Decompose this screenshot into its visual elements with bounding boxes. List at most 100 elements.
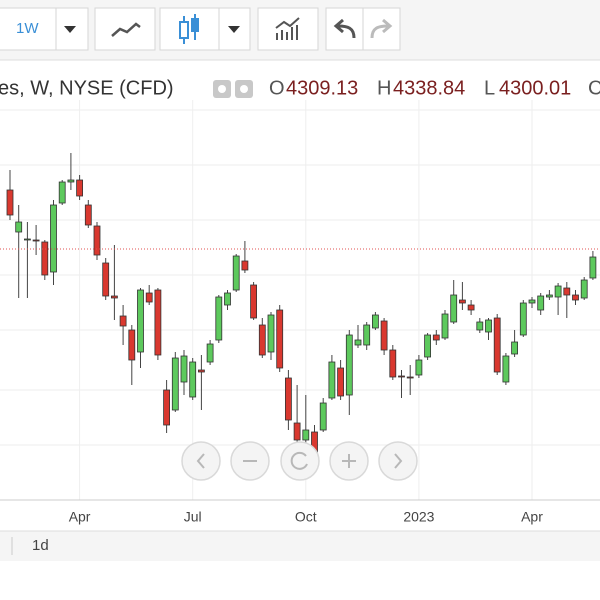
candle-body xyxy=(589,256,597,279)
candle-body xyxy=(519,302,527,336)
candle-body xyxy=(450,294,458,323)
interval-label: 1W xyxy=(16,20,39,37)
candle-body xyxy=(389,349,397,378)
footer-bar xyxy=(0,531,600,561)
high-value: 4338.84 xyxy=(393,77,465,99)
candle-body xyxy=(345,334,353,396)
high-label: H xyxy=(377,77,391,99)
candle-body xyxy=(23,238,31,241)
candle-body xyxy=(137,289,144,353)
eye-icon-pupil xyxy=(218,85,226,93)
symbol: es, W, NYSE (CFD) xyxy=(0,77,174,99)
x-tick-label: Oct xyxy=(295,509,317,525)
candle-body xyxy=(511,341,519,355)
candle-body xyxy=(458,299,466,304)
candle-body xyxy=(67,179,75,183)
indicators-button[interactable] xyxy=(257,7,319,51)
candle-body xyxy=(398,375,405,378)
candle-body xyxy=(354,339,362,346)
candle-body xyxy=(224,292,231,306)
candle-body xyxy=(302,429,310,441)
candle-body xyxy=(432,334,440,341)
candle-body xyxy=(485,319,492,333)
candle-body xyxy=(50,204,57,273)
dropdown-arrow[interactable] xyxy=(228,26,240,33)
candle-icon xyxy=(179,14,199,44)
x-tick-label: Apr xyxy=(69,509,91,525)
candle-body xyxy=(15,221,23,233)
open-value: 4309.13 xyxy=(286,77,358,99)
candle-body xyxy=(424,334,432,358)
candle-body xyxy=(111,295,118,299)
candle-body xyxy=(232,255,240,291)
candle-body xyxy=(84,204,92,226)
candle-body xyxy=(580,279,588,299)
candle-body xyxy=(572,294,579,301)
candle-body xyxy=(250,284,258,319)
candle-body xyxy=(563,287,571,296)
candle-body xyxy=(380,320,388,351)
candle-body xyxy=(119,315,127,327)
candle-body xyxy=(267,314,275,353)
candle-body xyxy=(128,329,136,361)
candle-body xyxy=(258,324,266,356)
candle-body xyxy=(502,355,510,383)
candle-body xyxy=(554,285,562,298)
candle-body xyxy=(206,343,214,363)
candle-body xyxy=(58,181,66,204)
low-value: 4300.01 xyxy=(499,77,571,99)
candle-body xyxy=(284,377,292,421)
line-style-button[interactable] xyxy=(94,7,156,51)
redo-icon[interactable] xyxy=(370,18,393,39)
candle-body xyxy=(371,314,379,329)
scroll-right-button[interactable] xyxy=(378,441,418,481)
candle-body xyxy=(276,309,284,369)
footer-interval[interactable]: 1d xyxy=(32,537,49,554)
nav-buttons xyxy=(181,441,418,481)
grid xyxy=(0,109,600,446)
undo-icon[interactable] xyxy=(333,18,356,39)
x-tick-label: 2023 xyxy=(403,509,434,525)
candle-body xyxy=(293,422,301,441)
candle-body xyxy=(467,304,475,311)
candle-body xyxy=(154,289,162,356)
candle-body xyxy=(102,262,110,297)
candle-body xyxy=(93,225,101,256)
candle-body xyxy=(337,367,345,397)
candle-body xyxy=(163,389,171,426)
candle-body xyxy=(215,296,223,341)
candle-body xyxy=(546,294,553,298)
candle-body xyxy=(328,361,336,399)
candle-body xyxy=(476,321,484,331)
candle-body xyxy=(406,376,414,379)
scroll-left-button[interactable] xyxy=(181,441,221,481)
x-tick-label: Apr xyxy=(521,509,543,525)
candle-body xyxy=(363,324,371,346)
reset-button[interactable] xyxy=(280,441,320,481)
candle-body xyxy=(189,361,197,398)
dropdown-arrow[interactable] xyxy=(64,26,76,33)
candle-body xyxy=(145,292,153,303)
candle-body xyxy=(528,299,536,304)
x-tick-label: Jul xyxy=(184,509,202,525)
candle-body xyxy=(241,260,249,271)
open-label: O xyxy=(269,77,285,99)
candle-body xyxy=(180,355,188,383)
candle-body xyxy=(76,179,83,197)
plot-area xyxy=(0,100,600,500)
candle-body xyxy=(319,402,327,431)
candle-body xyxy=(441,313,449,339)
candle-body xyxy=(32,239,40,242)
candle-body xyxy=(171,357,179,411)
low-label: L xyxy=(484,77,495,99)
legend: es, W, NYSE (CFD) O 4309.13 H 4338.84 L … xyxy=(0,77,600,99)
candle-body xyxy=(493,317,501,373)
close-label: C xyxy=(588,77,600,99)
interval-button[interactable] xyxy=(0,7,89,51)
candle-body xyxy=(41,241,49,276)
line-icon xyxy=(111,22,141,37)
candle-body xyxy=(537,295,545,311)
candle-body xyxy=(6,189,14,216)
candle-body xyxy=(415,359,423,376)
